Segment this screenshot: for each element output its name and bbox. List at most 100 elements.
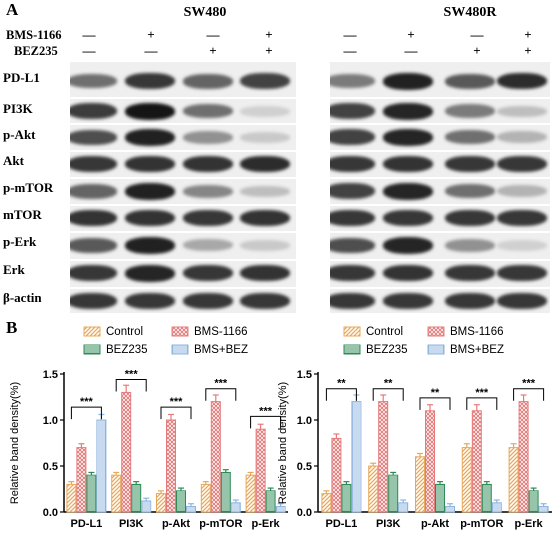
- protein-label: PI3K: [3, 101, 33, 116]
- bar: [425, 410, 435, 513]
- x-tick-label: p-Akt: [162, 518, 190, 530]
- blot-band: [183, 104, 233, 118]
- blot-band: [330, 156, 375, 172]
- significance-label: ***: [522, 378, 536, 390]
- bar: [141, 500, 152, 513]
- chart-sw480: 0.0 0.5 1.0 1.5 Relative band density(%) Cont…: [9, 326, 288, 530]
- legend-label: BEZ235: [366, 344, 408, 356]
- blot-band: [330, 293, 375, 309]
- y-tick-label: 0.5: [43, 461, 58, 473]
- legend-swatch: [427, 344, 445, 355]
- y-tick-label: 1.5: [297, 369, 312, 381]
- significance-bracket: [466, 397, 498, 410]
- blot-row-separator: [70, 97, 296, 99]
- protein-label: p-Akt: [3, 127, 36, 142]
- blot-band: [445, 293, 495, 309]
- blot-band: [497, 131, 547, 143]
- blot-band: [330, 265, 375, 281]
- y-tick-label: 1.0: [43, 415, 58, 427]
- blot-band: [445, 238, 495, 252]
- legend-label: BEZ235: [106, 344, 148, 356]
- y-tick-label: 1.0: [297, 415, 312, 427]
- x-tick-label: PD-L1: [71, 518, 103, 530]
- blot-row-separator: [70, 123, 296, 125]
- significance-label: **: [431, 387, 440, 399]
- blot-band: [383, 156, 433, 172]
- bar: [415, 456, 425, 513]
- blot-band: [125, 293, 175, 309]
- protein-label: p-mTOR: [3, 180, 54, 195]
- panel-a-letter: A: [6, 0, 19, 19]
- blot-band: [183, 130, 233, 144]
- legend-label: Control: [366, 326, 403, 338]
- sign: +: [524, 27, 532, 42]
- protein-label: Erk: [3, 262, 25, 277]
- blot-row-separator: [330, 231, 550, 233]
- blot-band: [445, 156, 495, 172]
- significance-label: ***: [80, 396, 94, 408]
- blot-band: [240, 239, 290, 251]
- blot-band: [383, 265, 433, 281]
- condition-label-bez: BEZ235: [14, 44, 58, 58]
- bar: [86, 474, 97, 513]
- blot-band: [330, 183, 375, 199]
- significance-bracket: [205, 388, 237, 401]
- blot-band: [70, 237, 117, 253]
- blot-band: [497, 156, 547, 172]
- blot-band: [445, 184, 495, 198]
- sign: +: [209, 43, 217, 58]
- bar: [538, 505, 549, 513]
- x-tick-label: PI3K: [119, 518, 144, 530]
- bar: [156, 493, 166, 513]
- blot-band: [497, 239, 547, 251]
- blot-band: [497, 265, 547, 281]
- significance-bracket: [372, 388, 404, 401]
- significance-bracket: [70, 406, 102, 420]
- x-tick-label: PD-L1: [326, 518, 358, 530]
- protein-label: PD-L1: [3, 70, 40, 85]
- blot-band: [125, 236, 175, 254]
- blot-band: [70, 265, 117, 281]
- blot-row-separator: [70, 287, 296, 289]
- blot-band: [70, 293, 117, 309]
- sign: —: [470, 27, 484, 42]
- bar: [321, 493, 332, 513]
- x-tick-label: p-mTOR: [460, 518, 503, 530]
- blot-band: [330, 74, 375, 88]
- significance-label: ***: [214, 378, 228, 390]
- blot-band: [183, 239, 233, 251]
- blot-band: [445, 104, 495, 118]
- bar: [186, 505, 196, 513]
- legend-label: BMS+BEZ: [450, 344, 504, 356]
- sign: —: [144, 43, 158, 58]
- blot-band: [125, 156, 175, 172]
- bar: [176, 490, 186, 513]
- blot-band: [70, 103, 117, 119]
- significance-label: ***: [125, 369, 139, 381]
- blot-band: [183, 184, 233, 198]
- blot-band: [70, 210, 117, 226]
- significance-label: ***: [475, 387, 489, 399]
- blot-band: [125, 102, 175, 120]
- blot-band: [330, 210, 375, 226]
- bar: [378, 401, 389, 513]
- x-tick-label: PI3K: [376, 518, 401, 530]
- protein-label: p-Erk: [3, 234, 37, 249]
- legend-swatch: [83, 326, 101, 337]
- significance-label: ***: [259, 405, 273, 417]
- blot-band: [183, 156, 233, 172]
- blot-band: [125, 264, 175, 282]
- bar: [96, 419, 107, 513]
- blot-band: [497, 293, 547, 309]
- blot-row-separator: [70, 259, 296, 261]
- bar: [265, 490, 276, 513]
- blot-band: [445, 210, 495, 226]
- bar: [131, 483, 142, 513]
- blot-band: [183, 265, 233, 281]
- blot-band: [497, 73, 547, 89]
- sign: +: [265, 43, 273, 58]
- y-tick-label: 0.0: [43, 507, 58, 519]
- blot-band: [383, 102, 433, 120]
- blot-band: [383, 128, 433, 146]
- condition-label-bms: BMS-1166: [6, 28, 62, 42]
